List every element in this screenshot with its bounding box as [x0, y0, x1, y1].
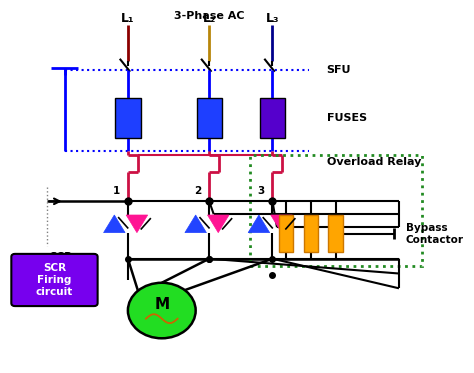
Text: 3: 3 [257, 186, 265, 196]
FancyBboxPatch shape [328, 215, 343, 252]
FancyBboxPatch shape [11, 254, 98, 306]
Text: Bypass
Contactor: Bypass Contactor [406, 223, 464, 245]
Polygon shape [271, 215, 292, 233]
Text: SFU: SFU [327, 65, 351, 75]
Text: Overload Relay: Overload Relay [327, 157, 421, 167]
Polygon shape [208, 215, 229, 233]
Text: 2: 2 [194, 186, 201, 196]
FancyBboxPatch shape [197, 98, 222, 138]
Circle shape [128, 283, 196, 338]
Text: M: M [154, 298, 169, 313]
Text: SCRs: SCRs [49, 252, 78, 262]
Text: L₂: L₂ [202, 12, 216, 25]
Text: L₁: L₁ [121, 12, 135, 25]
Polygon shape [126, 215, 148, 233]
Text: 3-Phase AC: 3-Phase AC [174, 11, 245, 21]
Polygon shape [104, 215, 125, 233]
FancyBboxPatch shape [304, 215, 318, 252]
Text: FUSES: FUSES [327, 113, 367, 123]
Text: 1: 1 [113, 186, 120, 196]
FancyBboxPatch shape [260, 98, 285, 138]
FancyBboxPatch shape [115, 98, 141, 138]
Text: L₃: L₃ [266, 12, 279, 25]
FancyBboxPatch shape [279, 215, 293, 252]
Polygon shape [185, 215, 206, 233]
Polygon shape [248, 215, 270, 233]
Text: SCR
Firing
circuit: SCR Firing circuit [36, 263, 73, 297]
